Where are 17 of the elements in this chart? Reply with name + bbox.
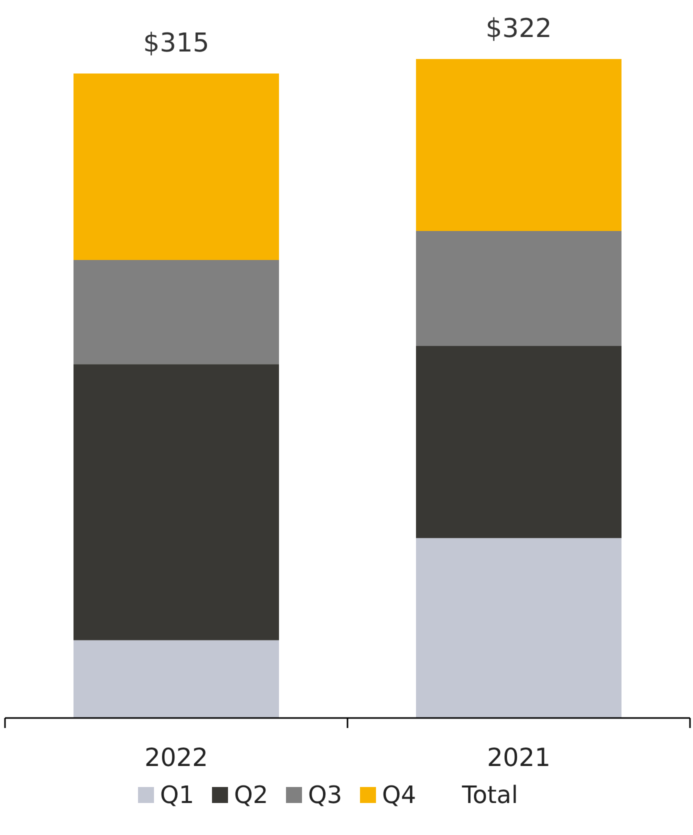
- legend-label: Q4: [382, 781, 416, 809]
- bar: [74, 640, 279, 718]
- bar: [74, 260, 279, 364]
- annotation: $322: [486, 14, 552, 44]
- legend-label: Q2: [234, 781, 268, 809]
- x-tick-label: 2022: [144, 743, 208, 772]
- bar: [416, 538, 622, 718]
- annotation: $315: [143, 28, 210, 58]
- bar: [74, 364, 279, 640]
- x-tick-label: 2021: [486, 743, 551, 772]
- legend-label: Q3: [308, 781, 342, 809]
- text: Total: [461, 781, 518, 809]
- legend-label: Q1: [160, 781, 194, 809]
- bar: [416, 59, 622, 231]
- bar: [416, 231, 622, 346]
- bar: [416, 346, 622, 538]
- bar: [74, 74, 279, 260]
